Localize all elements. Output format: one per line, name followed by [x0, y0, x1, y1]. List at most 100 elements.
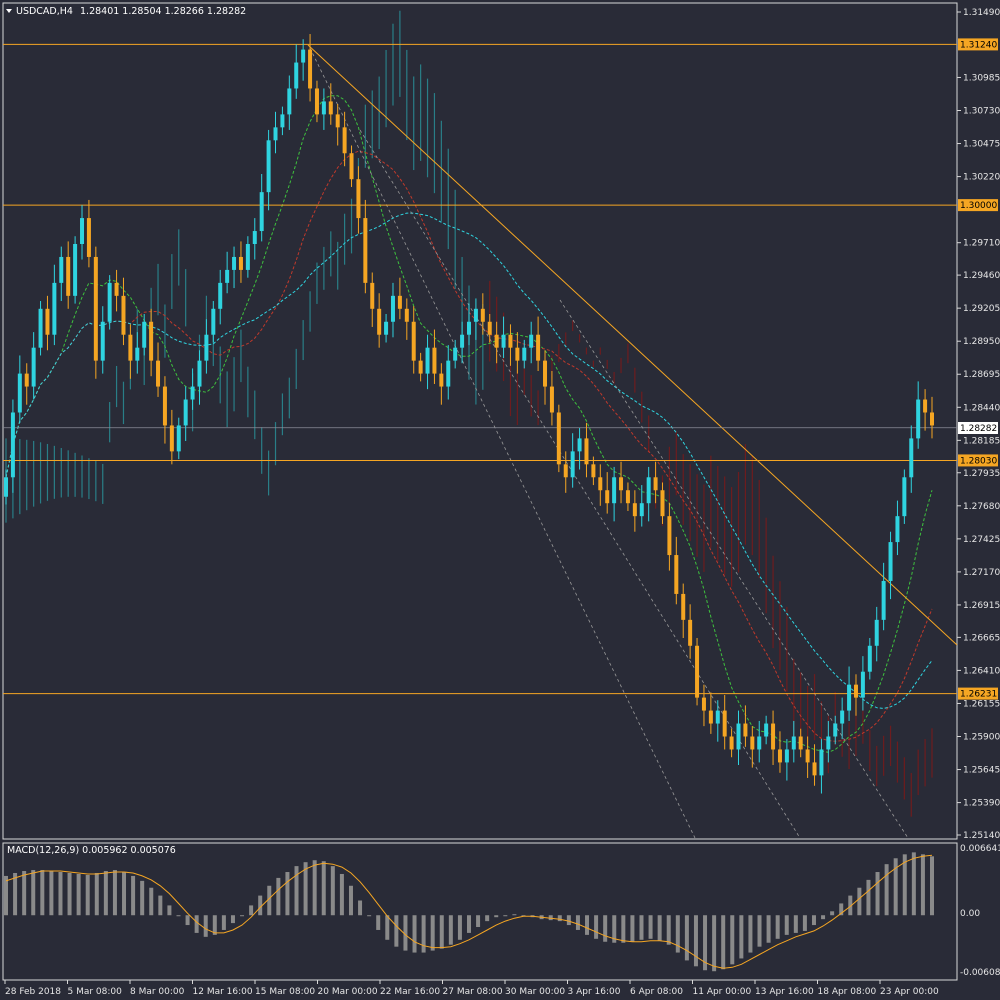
downtrend-line[interactable] [307, 44, 958, 646]
macd-bar [76, 873, 81, 916]
macd-bar [630, 915, 635, 942]
price-tick-label: 1.26665 [963, 633, 1000, 643]
candle-body [4, 477, 8, 497]
macd-bar [276, 877, 281, 916]
macd-bar [857, 887, 862, 916]
time-tick-label: 13 Apr 16:00 [755, 987, 814, 997]
macd-bar [757, 915, 762, 947]
level-tag-bg [958, 687, 998, 700]
candle-body [156, 360, 161, 387]
candle-body [142, 321, 147, 348]
candle-body [38, 308, 43, 348]
candle-body [701, 697, 706, 711]
price-tick-label: 1.27170 [963, 568, 1000, 578]
candle-body [24, 373, 29, 387]
candle-body [812, 762, 817, 776]
candle-body [162, 386, 167, 426]
macd-bar [911, 852, 916, 916]
time-tick-label: 15 Mar 08:00 [255, 987, 315, 997]
candle-body [259, 192, 264, 232]
candle-body [494, 334, 499, 348]
candle-body [847, 684, 852, 711]
candle-body [52, 282, 57, 335]
macd-bar [693, 915, 698, 967]
candle-body [522, 347, 527, 361]
macd-bar [212, 915, 217, 935]
level-tag-bg [958, 199, 998, 212]
macd-bar [112, 870, 117, 916]
price-axis: 1.31490 1.30985 1.30730 1.30475 1.30220 1.297… [957, 8, 1000, 841]
macd-bar [94, 872, 99, 916]
candle-body [853, 684, 858, 698]
candle-body [176, 425, 181, 452]
candle-body [549, 386, 554, 413]
level-tag-label: 1.31240 [960, 40, 997, 50]
candles [4, 34, 934, 794]
candle-body [916, 399, 921, 439]
macd-bar [439, 915, 444, 949]
candle-body [612, 477, 617, 504]
candle-body [204, 334, 209, 361]
macd-label: MACD(12,26,9) 0.005962 0.005076 [7, 845, 176, 856]
candle-body [280, 114, 285, 128]
candle-body [515, 347, 520, 361]
candle-body [473, 308, 478, 322]
candle-body [93, 256, 98, 361]
macd-bar [103, 871, 108, 916]
candle-body [211, 308, 216, 335]
macd-bar [476, 915, 481, 928]
candle-body [619, 477, 624, 491]
channel-line-upper [559, 299, 909, 839]
price-tick-label: 1.26155 [963, 699, 1000, 709]
candle-body [439, 373, 444, 387]
candle-body [467, 321, 471, 335]
macd-bar [294, 866, 299, 916]
macd-bar [385, 915, 390, 940]
level-tag-label: 1.30000 [960, 201, 997, 211]
macd-bar [339, 873, 344, 916]
current-price-label: 1.28282 [960, 424, 997, 434]
candle-body [715, 710, 720, 724]
price-panel-frame [2, 2, 958, 840]
macd-bar [875, 872, 880, 916]
dropdown-triangle-icon[interactable] [6, 9, 12, 13]
macd-bar [321, 861, 326, 916]
macd-bar [557, 915, 562, 922]
candle-body [411, 321, 416, 361]
macd-bar [920, 854, 925, 916]
candle-body [342, 127, 347, 154]
candle-body [328, 101, 333, 115]
macd-bar [403, 915, 408, 951]
macd-bar [376, 915, 381, 930]
candle-body [743, 723, 748, 737]
candle-body [605, 490, 610, 504]
macd-bar [348, 885, 353, 916]
macd-bar [566, 915, 571, 926]
macd-bar [739, 915, 744, 959]
time-tick-label: 6 Apr 08:00 [630, 987, 683, 997]
time-tick-label: 3 Apr 16:00 [568, 987, 621, 997]
current-price-tag: 1.28282 [958, 422, 998, 434]
macd-bar [830, 911, 835, 916]
candle-body [273, 127, 278, 141]
time-tick-label: 5 Mar 08:00 [68, 987, 123, 997]
macd-bar [712, 915, 717, 972]
macd-panel-frame [2, 842, 958, 981]
candle-body [708, 710, 713, 724]
price-tick-label: 1.28950 [963, 337, 1000, 347]
candle-body [819, 749, 824, 776]
macd-bar [185, 915, 190, 926]
macd-bar [802, 915, 807, 931]
macd-bar [13, 872, 18, 916]
candle-body [487, 321, 492, 335]
candle-body [425, 347, 430, 374]
candle-body [598, 477, 603, 491]
candle-body [722, 710, 727, 737]
macd-bar [675, 915, 680, 953]
price-tick-label: 1.28695 [963, 370, 1000, 380]
candle-body [377, 308, 382, 335]
time-tick-label: 22 Mar 16:00 [380, 987, 440, 997]
candle-body [169, 425, 174, 452]
macd-histogram [4, 852, 934, 972]
